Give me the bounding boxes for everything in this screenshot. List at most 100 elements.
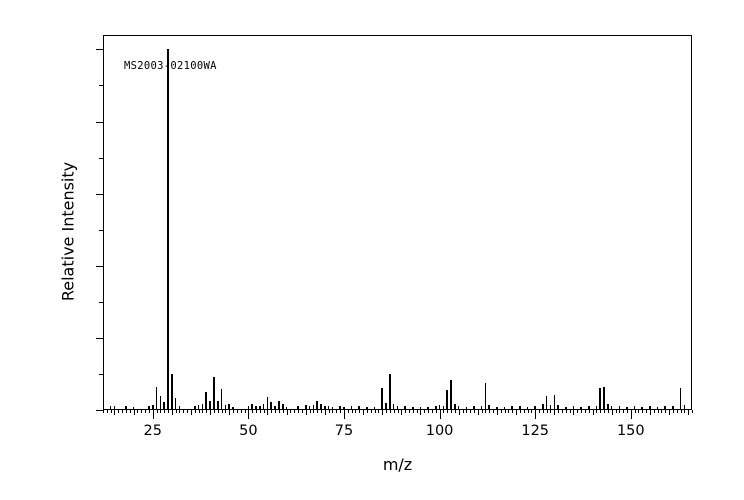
y-tick-major <box>96 410 103 411</box>
peak-bar <box>274 405 276 410</box>
x-tick-fine <box>473 410 475 413</box>
x-tick-fine <box>129 410 131 413</box>
peak-bar <box>373 406 376 410</box>
x-tick-fine <box>263 410 265 413</box>
x-tick-fine <box>412 410 414 413</box>
peak-bar <box>454 404 456 410</box>
x-tick-fine <box>137 410 139 413</box>
peak-bar <box>480 405 483 410</box>
x-tick-fine <box>175 410 177 413</box>
peak-bar <box>358 406 361 410</box>
peak-bar <box>419 406 422 410</box>
peak-bar <box>209 400 211 410</box>
x-tick-fine <box>565 410 567 413</box>
x-tick-fine <box>141 410 143 413</box>
x-tick-fine <box>233 410 235 413</box>
peak-bar <box>679 387 682 410</box>
x-tick-major <box>630 410 632 419</box>
x-tick-fine <box>164 410 166 413</box>
x-tick-fine <box>615 410 617 413</box>
peak-bar <box>557 404 559 410</box>
x-tick-minor <box>382 410 384 415</box>
x-tick-fine <box>531 410 533 413</box>
peak-bar <box>255 406 257 410</box>
peak-bar <box>266 397 269 410</box>
x-tick-fine <box>546 410 548 413</box>
peak-bar <box>163 402 165 410</box>
peak-bar <box>281 404 284 410</box>
x-tick-fine <box>451 410 453 413</box>
x-tick-fine <box>519 410 521 413</box>
x-tick-fine <box>619 410 621 413</box>
x-tick-fine <box>424 410 426 413</box>
peak-bar <box>446 390 448 410</box>
peak-bar <box>553 394 556 410</box>
x-tick-fine <box>317 410 319 413</box>
x-tick-fine <box>125 410 127 413</box>
x-tick-fine <box>408 410 410 413</box>
x-tick-fine <box>435 410 437 413</box>
y-tick-minor <box>99 85 103 87</box>
peak-bar <box>404 406 406 410</box>
y-tick-minor <box>99 157 103 159</box>
peak-bar <box>159 395 162 410</box>
x-tick-fine <box>431 410 433 413</box>
peak-bar <box>519 406 521 410</box>
peak-bar <box>607 403 609 410</box>
x-tick-fine <box>106 410 108 413</box>
peak-bar <box>442 405 445 410</box>
x-tick-fine <box>500 410 502 413</box>
x-tick-minor <box>363 410 365 415</box>
x-tick-label: 150 <box>616 423 645 439</box>
x-tick-fine <box>661 410 663 413</box>
x-tick-fine <box>485 410 487 413</box>
x-tick-fine <box>366 410 368 413</box>
x-tick-fine <box>542 410 544 413</box>
x-tick-fine <box>179 410 181 413</box>
x-tick-fine <box>680 410 682 413</box>
y-tick-minor <box>99 301 103 303</box>
peak-bar <box>366 406 368 410</box>
y-tick-major <box>96 265 103 267</box>
peak-bar <box>220 389 223 410</box>
peak-bar <box>278 401 280 410</box>
peak-bar <box>450 380 452 410</box>
x-tick-major <box>248 410 250 419</box>
x-tick-fine <box>110 410 112 413</box>
x-tick-fine <box>145 410 147 413</box>
x-tick-fine <box>584 410 586 413</box>
x-tick-fine <box>523 410 525 413</box>
x-tick-fine <box>405 410 407 413</box>
peak-bar <box>343 406 345 410</box>
x-tick-minor <box>516 410 518 415</box>
x-tick-fine <box>374 410 376 413</box>
peak-bar <box>392 404 395 410</box>
x-tick-fine <box>321 410 322 413</box>
peak-bar <box>197 405 200 410</box>
peak-bar <box>350 406 353 410</box>
x-tick-fine <box>160 410 162 413</box>
peak-bar <box>545 395 548 410</box>
peak-bar <box>542 404 544 410</box>
peak-bar <box>626 406 628 410</box>
x-tick-minor <box>458 410 460 415</box>
x-tick-major <box>439 410 441 419</box>
peak-bar <box>113 405 116 410</box>
peak-bar <box>385 403 387 410</box>
peak-bar <box>155 386 158 410</box>
peak-bar <box>339 406 341 410</box>
x-tick-label: 100 <box>425 423 454 439</box>
x-tick-fine <box>607 410 609 413</box>
peak-bar <box>587 406 590 410</box>
x-tick-minor <box>477 410 479 415</box>
x-tick-minor <box>133 410 135 415</box>
peak-bar <box>683 404 686 410</box>
x-tick-minor <box>496 410 498 415</box>
peak-bar <box>381 388 383 410</box>
x-tick-minor <box>286 410 288 415</box>
peak-bar <box>572 406 575 410</box>
x-tick-fine <box>236 410 238 413</box>
x-tick-fine <box>244 410 246 413</box>
x-tick-fine <box>221 410 223 413</box>
